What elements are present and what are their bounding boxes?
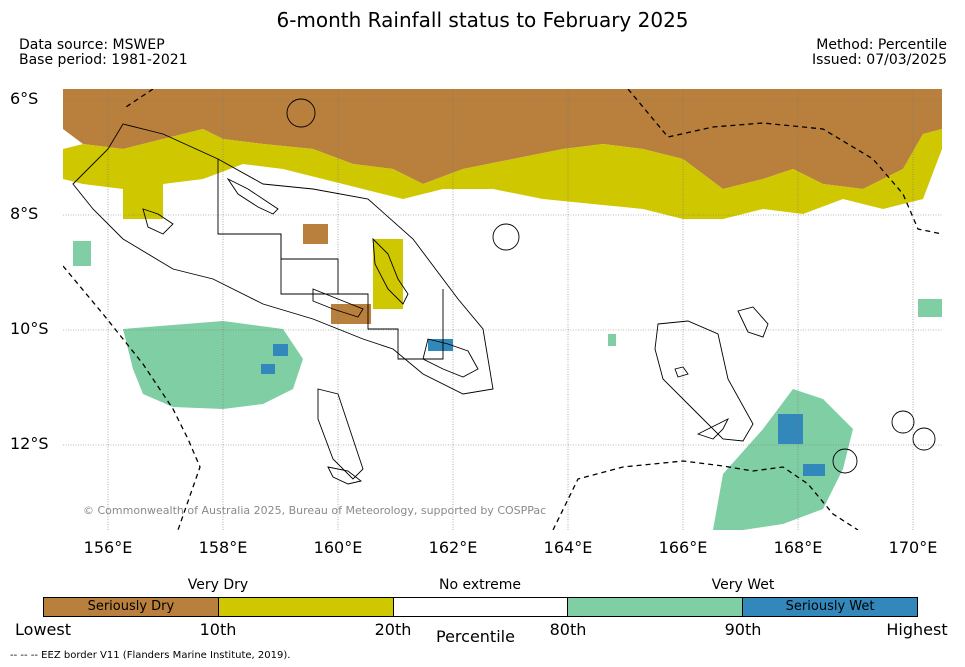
percentile-axis-label: Percentile [436,627,515,646]
lon-label-160e: 160°E [313,538,363,557]
lon-label-162e: 162°E [428,538,478,557]
seriously-wet-patch [778,414,803,444]
eez-border-note: -- -- -- EEZ border V11 (Flanders Marine… [10,650,291,661]
lon-label-166e: 166°E [658,538,708,557]
lat-label-10s: 10°S [10,319,49,338]
lon-label-170e: 170°E [888,538,938,557]
legend-very-wet [568,598,744,616]
legend-seriously-wet: Seriously Wet [743,598,917,616]
seriously-wet-patch [803,464,825,476]
copyright-note: © Commonwealth of Australia 2025, Bureau… [83,504,546,517]
tick-highest: Highest [886,620,948,639]
lat-label-12s: 12°S [10,434,49,453]
very-wet-patch [918,299,942,317]
tick-90th: 90th [724,620,762,639]
method-block: Method: Percentile Issued: 07/03/2025 [812,38,947,68]
lon-label-168e: 168°E [773,538,823,557]
tick-10th: 10th [199,620,237,639]
tick-80th: 80th [549,620,587,639]
map-canvas: © Commonwealth of Australia 2025, Bureau… [63,89,942,530]
eez-polygons [72,98,936,485]
tick-20th: 20th [374,620,412,639]
legend-very-dry [218,598,394,616]
seriously-dry-patch [303,224,328,244]
data-source-block: Data source: MSWEP Base period: 1981-202… [19,38,188,68]
data-source-text: Data source: MSWEP [19,37,165,53]
seriously-wet-patch [273,344,288,356]
base-period-text: Base period: 1981-2021 [19,52,188,68]
seriously-wet-patch [428,339,453,351]
rainfall-map: © Commonwealth of Australia 2025, Bureau… [63,89,942,530]
very-wet-region [713,389,853,530]
lat-label-8s: 8°S [10,204,39,223]
legend-very-wet-label: Very Wet [711,577,775,593]
legend-very-dry-label: Very Dry [187,577,249,593]
legend-no-extreme [393,598,569,616]
legend-seriously-dry: Seriously Dry [44,598,219,616]
very-dry-patch [373,239,403,309]
legend-no-extreme-label: No extreme [439,577,521,593]
eez-border-lines [63,89,942,530]
tick-lowest: Lowest [15,620,71,639]
map-title: 6-month Rainfall status to February 2025 [276,8,689,32]
lon-label-156e: 156°E [83,538,133,557]
method-text: Method: Percentile [816,37,947,53]
lon-label-158e: 158°E [198,538,248,557]
seriously-wet-patch [261,364,275,374]
very-wet-patch [608,334,616,346]
map-gridlines [63,89,942,530]
seriously-dry-region [63,89,942,189]
issued-date-text: Issued: 07/03/2025 [812,52,947,68]
colorbar-legend: Seriously Dry Seriously Wet [43,597,918,617]
seriously-dry-patch [331,304,371,324]
lat-label-6s: 6°S [10,89,39,108]
very-wet-patch [73,241,91,266]
very-wet-region [123,321,303,409]
very-dry-region [63,129,942,219]
lon-label-164e: 164°E [543,538,593,557]
